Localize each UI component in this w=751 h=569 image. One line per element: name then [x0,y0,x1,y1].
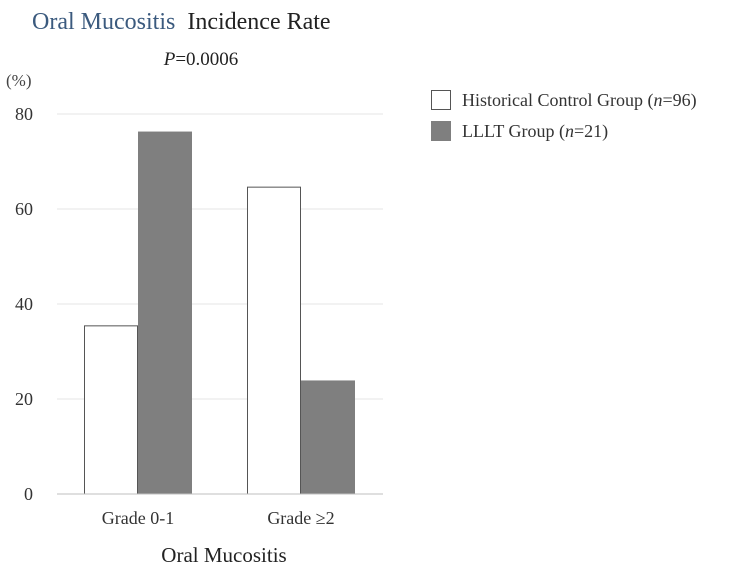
bar-lllt-1 [301,380,355,495]
chart-title-part2: Incidence Rate [187,9,330,35]
legend-label-0: Historical Control Group (n=96) [462,90,697,111]
x-tick-1: Grade ≥2 [267,508,334,528]
subtitle-p: P [163,49,176,70]
chart-title: Oral Mucositis Incidence Rate [32,9,331,35]
y-axis-label: (%) [6,71,31,90]
chart-title-part1: Oral Mucositis [32,9,175,35]
legend-label-1: LLLT Group (n=21) [462,121,608,142]
bar-control-0 [84,325,138,495]
legend: Historical Control Group (n=96) LLLT Grou… [431,90,697,142]
bar-control-1 [247,186,301,495]
x-tick-0: Grade 0-1 [102,508,174,528]
legend-swatch-0 [431,90,451,110]
bar-lllt-0 [138,131,192,495]
chart-subtitle: P=0.0006 [163,49,239,70]
y-tick-60: 60 [15,199,33,219]
bars [84,131,355,495]
legend-swatch-1 [431,121,451,141]
y-axis-ticks: 0 20 40 60 80 [15,104,33,504]
y-tick-80: 80 [15,104,33,124]
y-tick-40: 40 [15,294,33,314]
y-tick-0: 0 [24,484,33,504]
x-axis-label: Oral Mucositis [161,543,286,567]
x-axis-ticks: Grade 0-1 Grade ≥2 [102,508,335,528]
y-tick-20: 20 [15,389,33,409]
subtitle-value: =0.0006 [175,49,238,70]
